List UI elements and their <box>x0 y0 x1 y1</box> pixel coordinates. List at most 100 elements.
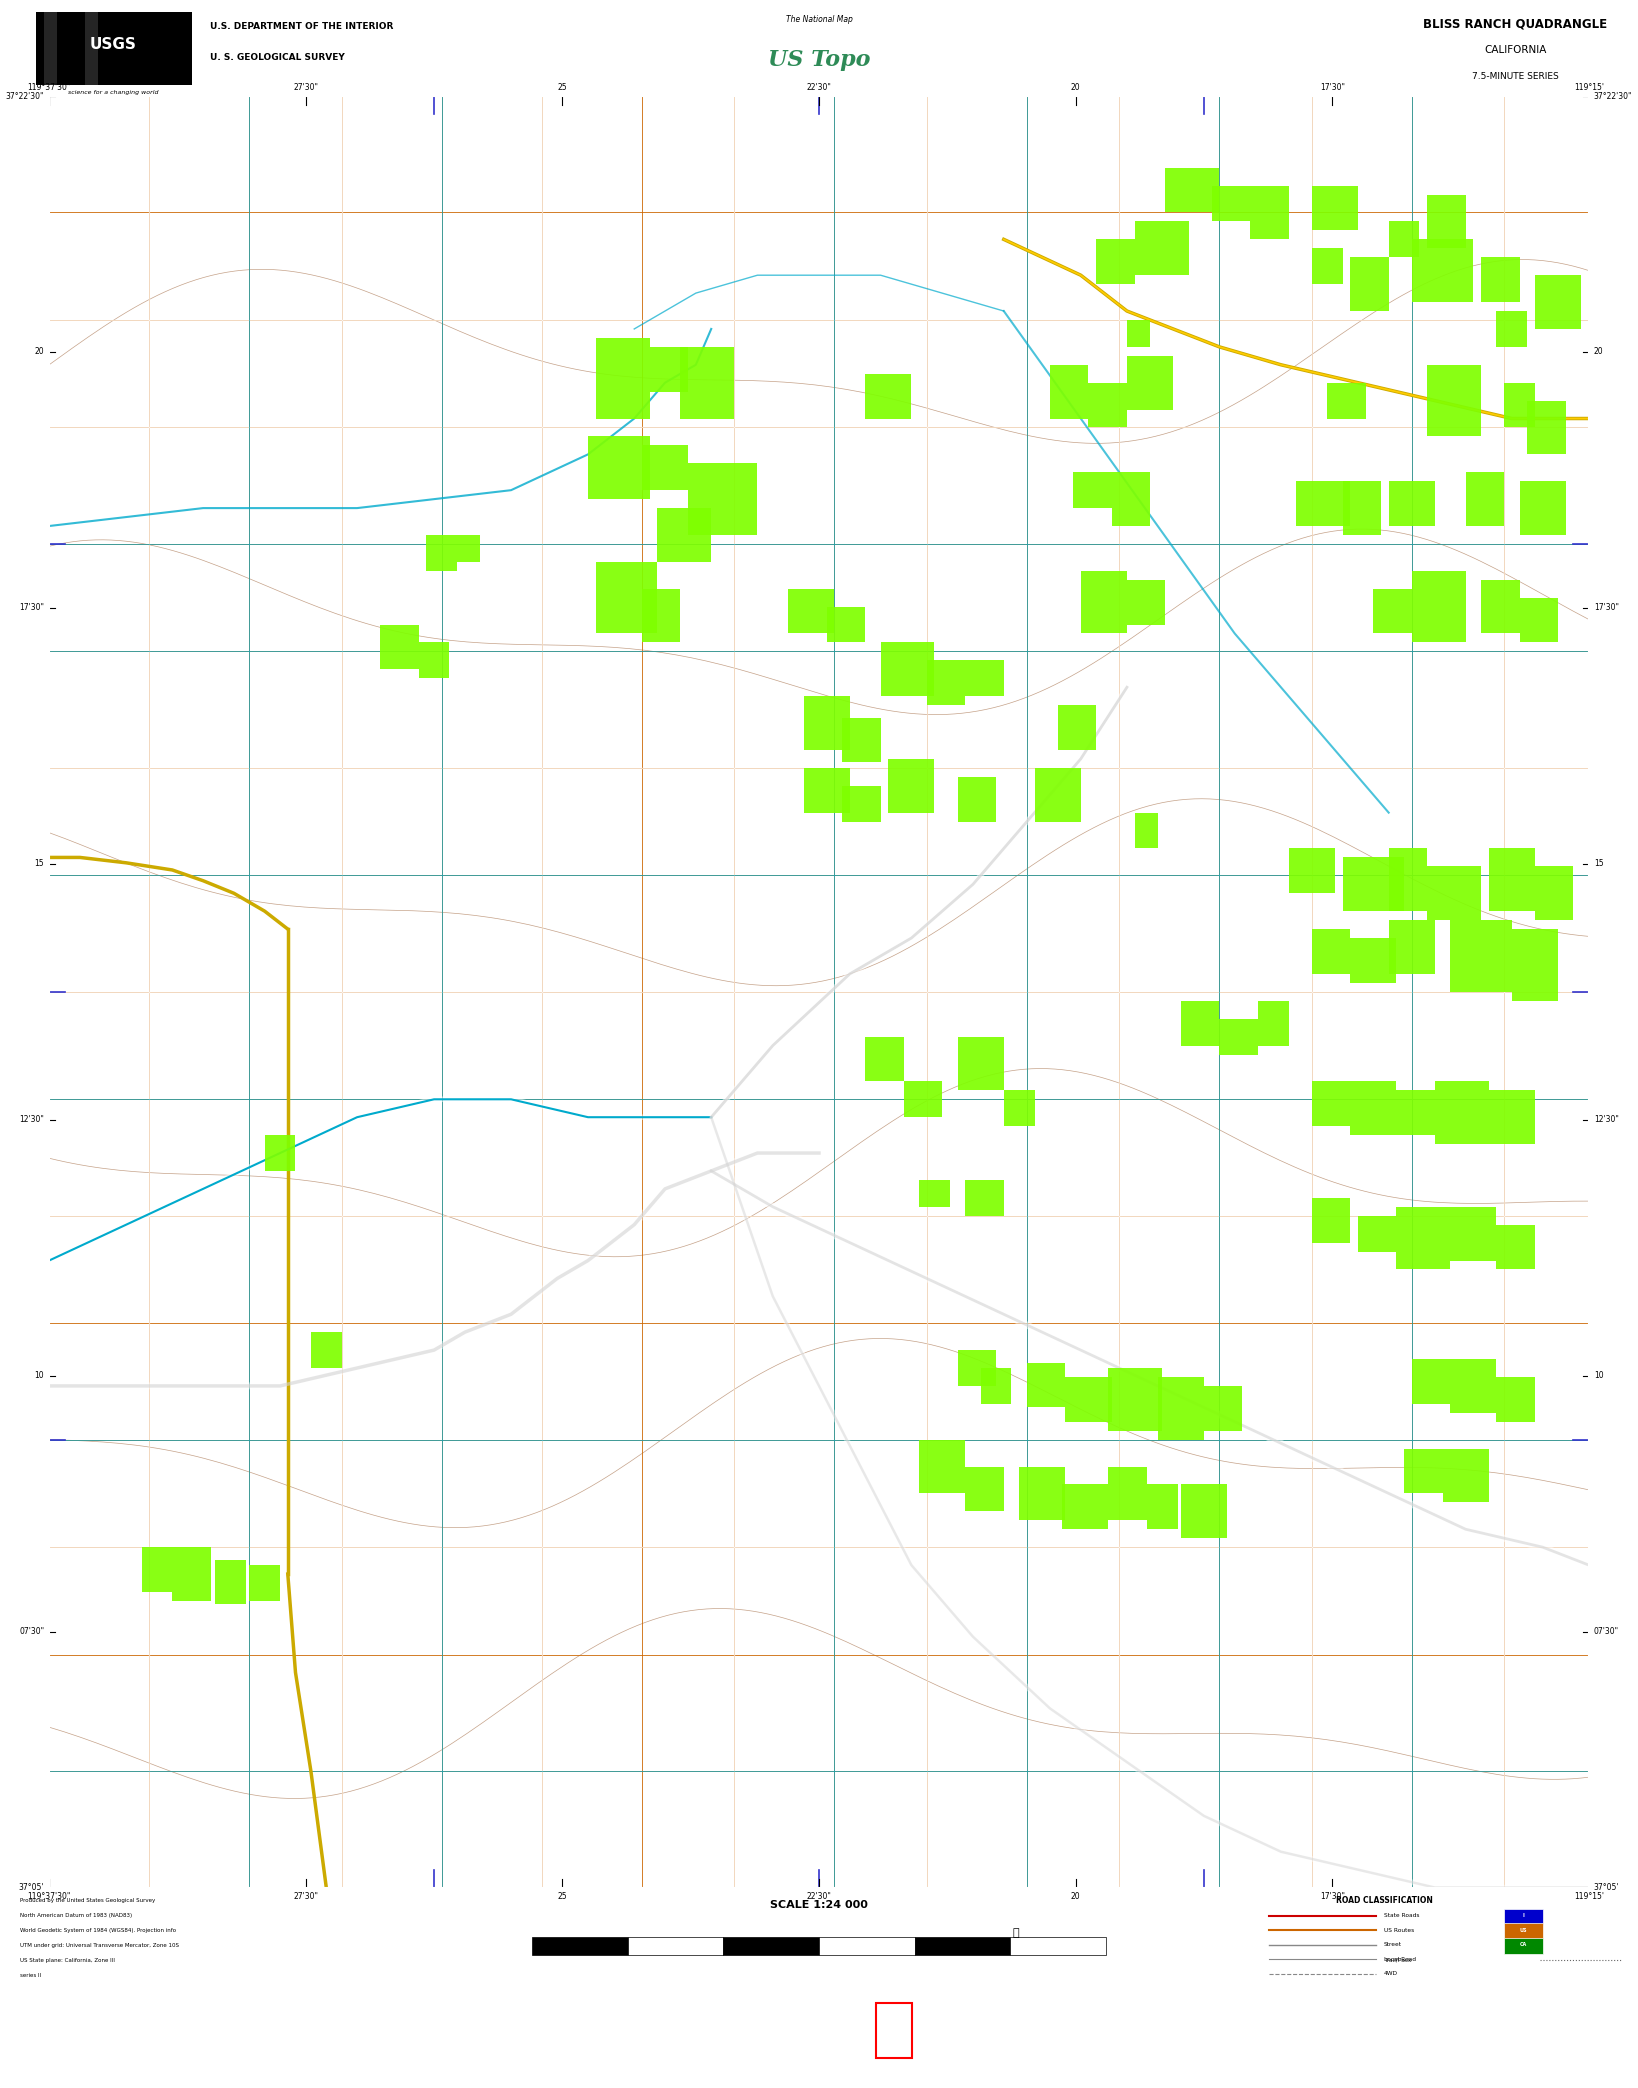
Text: UTM under grid: Universal Transverse Mercator, Zone 10S: UTM under grid: Universal Transverse Mer… <box>20 1942 179 1948</box>
Bar <box>1520 480 1566 535</box>
Bar <box>865 374 911 418</box>
Bar <box>819 1938 914 1954</box>
Bar <box>1389 221 1420 257</box>
Bar <box>596 338 650 418</box>
Text: 27'30": 27'30" <box>293 84 318 92</box>
Bar <box>1181 1485 1227 1539</box>
Bar <box>216 1560 246 1604</box>
Bar <box>1312 1082 1350 1125</box>
Bar <box>642 589 680 643</box>
Bar <box>919 1180 950 1207</box>
Bar <box>1204 1386 1242 1430</box>
Bar <box>1058 706 1096 750</box>
Bar <box>1004 1090 1035 1125</box>
Bar <box>1389 848 1427 910</box>
Bar <box>1427 867 1481 921</box>
Text: 25: 25 <box>557 84 567 92</box>
Bar <box>804 695 850 750</box>
Bar <box>1065 1376 1112 1422</box>
Bar <box>1135 812 1158 848</box>
Bar <box>457 535 480 562</box>
Bar <box>1497 311 1527 347</box>
Bar <box>1073 472 1112 507</box>
Text: 119°37'30": 119°37'30" <box>28 84 70 92</box>
Bar <box>1181 1000 1219 1046</box>
Bar <box>627 1938 724 1954</box>
Bar <box>1112 472 1150 526</box>
Bar <box>981 1368 1011 1403</box>
Text: USGS: USGS <box>90 38 136 52</box>
Bar <box>36 13 192 84</box>
Bar <box>958 1036 1004 1090</box>
Text: State Roads: State Roads <box>1384 1913 1420 1919</box>
Text: SCALE 1:24 000: SCALE 1:24 000 <box>770 1900 868 1911</box>
Bar <box>1427 194 1466 248</box>
Bar <box>596 562 657 633</box>
Text: Trail/Pack: Trail/Pack <box>1384 1956 1412 1963</box>
Text: US Routes: US Routes <box>1384 1927 1414 1933</box>
Bar <box>865 1036 904 1082</box>
Text: 17'30": 17'30" <box>1320 84 1345 92</box>
Bar <box>265 1136 295 1171</box>
Text: North American Datum of 1983 (NAD83): North American Datum of 1983 (NAD83) <box>20 1913 131 1917</box>
Text: CALIFORNIA: CALIFORNIA <box>1484 46 1546 54</box>
Bar <box>1450 1207 1497 1261</box>
Bar <box>1127 355 1173 409</box>
Bar <box>1312 1199 1350 1242</box>
Text: 4WD: 4WD <box>1384 1971 1399 1975</box>
Text: Produced by the United States Geological Survey: Produced by the United States Geological… <box>20 1898 156 1902</box>
Bar <box>1350 938 1396 983</box>
Bar <box>1250 186 1289 240</box>
Bar <box>1466 472 1504 526</box>
Bar <box>1109 1466 1147 1520</box>
Bar <box>1088 382 1127 428</box>
Text: 12'30": 12'30" <box>20 1115 44 1123</box>
Bar <box>1135 221 1189 276</box>
Text: US: US <box>1520 1927 1527 1933</box>
Bar <box>688 464 757 535</box>
Bar <box>1373 589 1412 633</box>
Bar <box>788 589 834 633</box>
Bar <box>1011 1938 1106 1954</box>
Bar <box>1081 570 1127 633</box>
Bar <box>1343 858 1404 910</box>
Text: 20: 20 <box>1071 1892 1081 1900</box>
Bar <box>1219 1019 1258 1054</box>
Text: 25: 25 <box>557 1892 567 1900</box>
Text: Street: Street <box>1384 1942 1402 1948</box>
Bar <box>1481 580 1520 633</box>
Text: CA: CA <box>1520 1942 1527 1948</box>
Text: 37°22'30": 37°22'30" <box>5 92 44 100</box>
Text: 22'30": 22'30" <box>806 1892 832 1900</box>
Bar <box>1289 848 1335 894</box>
Bar <box>1343 480 1381 535</box>
Text: 22'30": 22'30" <box>806 84 832 92</box>
Bar <box>1127 319 1150 347</box>
Bar <box>1404 1449 1443 1493</box>
Bar <box>1504 1938 1543 1954</box>
Bar <box>1443 1449 1489 1503</box>
Bar <box>380 624 419 670</box>
Bar <box>1350 1082 1396 1136</box>
Bar <box>419 643 449 679</box>
Text: 10: 10 <box>34 1372 44 1380</box>
Bar <box>881 643 934 695</box>
Bar <box>914 1938 1011 1954</box>
Text: I: I <box>1522 1913 1525 1919</box>
Bar <box>1427 365 1481 436</box>
Bar <box>888 758 934 812</box>
Text: 37°05': 37°05' <box>1594 1883 1620 1892</box>
Bar <box>1096 240 1135 284</box>
Bar <box>1296 480 1350 526</box>
Bar <box>311 1332 342 1368</box>
Bar <box>1504 1908 1543 1925</box>
Bar <box>827 608 865 643</box>
Bar <box>657 507 711 562</box>
Bar <box>249 1566 280 1601</box>
Bar <box>842 718 881 762</box>
Bar <box>1019 1466 1065 1520</box>
Bar <box>3 13 16 84</box>
Bar <box>172 1547 211 1601</box>
Bar <box>85 13 98 84</box>
Text: US Topo: US Topo <box>768 48 870 71</box>
